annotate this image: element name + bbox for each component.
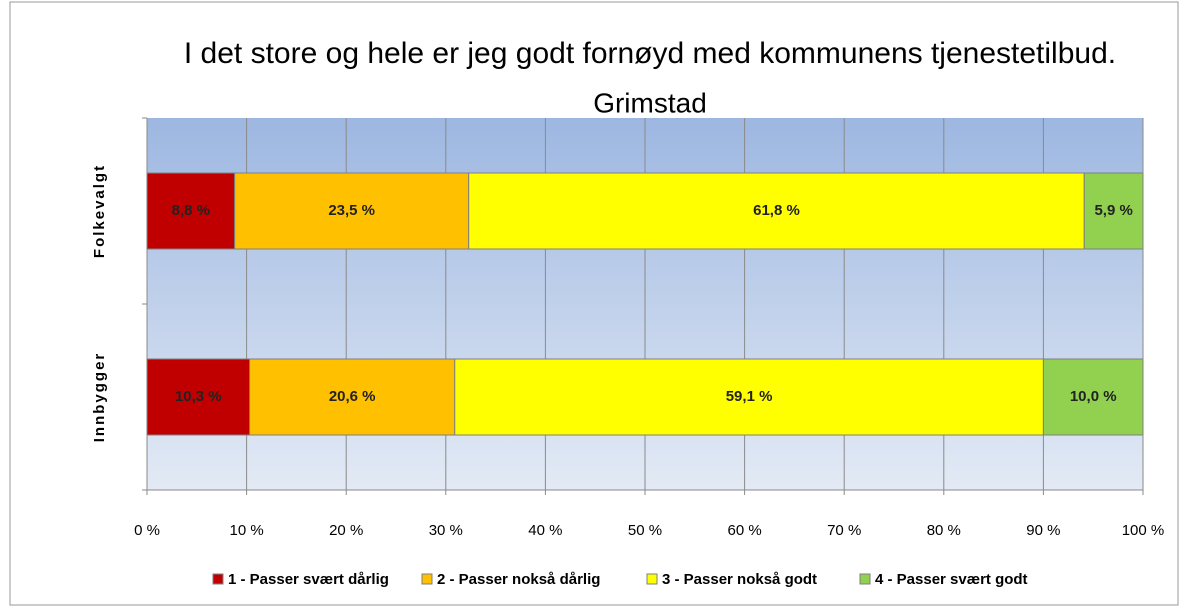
legend-label: 3 - Passer nokså godt bbox=[662, 571, 817, 588]
value-label: 10,0 % bbox=[1070, 388, 1117, 405]
chart-subtitle: Grimstad bbox=[593, 87, 707, 118]
category-label: Folkevalgt bbox=[91, 164, 108, 258]
x-tick-label: 20 % bbox=[329, 522, 363, 539]
bar-segment bbox=[454, 358, 1044, 436]
bar-segment bbox=[468, 172, 1085, 250]
value-label: 59,1 % bbox=[726, 388, 773, 405]
x-tick-label: 100 % bbox=[1122, 522, 1165, 539]
chart-title: I det store og hele er jeg godt fornøyd … bbox=[184, 37, 1116, 70]
x-tick-label: 40 % bbox=[528, 522, 562, 539]
x-tick-label: 50 % bbox=[628, 522, 662, 539]
value-label: 10,3 % bbox=[175, 388, 222, 405]
legend-label: 2 - Passer nokså dårlig bbox=[437, 571, 600, 588]
value-label: 61,8 % bbox=[753, 202, 800, 219]
legend-label: 1 - Passer svært dårlig bbox=[228, 571, 389, 588]
value-label: 8,8 % bbox=[172, 202, 210, 219]
value-label: 23,5 % bbox=[328, 202, 375, 219]
x-tick-label: 10 % bbox=[229, 522, 263, 539]
x-tick-label: 60 % bbox=[727, 522, 761, 539]
legend-swatch bbox=[646, 573, 658, 585]
value-label: 20,6 % bbox=[329, 388, 376, 405]
bar-segment bbox=[1042, 358, 1144, 436]
x-tick-label: 90 % bbox=[1026, 522, 1060, 539]
x-tick-label: 30 % bbox=[429, 522, 463, 539]
x-tick-label: 70 % bbox=[827, 522, 861, 539]
legend-swatch bbox=[421, 573, 433, 585]
bar-segment bbox=[1083, 172, 1144, 250]
x-tick-label: 80 % bbox=[927, 522, 961, 539]
legend-swatch bbox=[859, 573, 871, 585]
x-tick-label: 0 % bbox=[134, 522, 160, 539]
bar-segment bbox=[146, 358, 251, 436]
bar-segment bbox=[249, 358, 456, 436]
value-label: 5,9 % bbox=[1094, 202, 1132, 219]
legend-swatch bbox=[212, 573, 224, 585]
legend-label: 4 - Passer svært godt bbox=[875, 571, 1028, 588]
bar-segment bbox=[234, 172, 470, 250]
category-label: Innbygger bbox=[91, 352, 108, 443]
